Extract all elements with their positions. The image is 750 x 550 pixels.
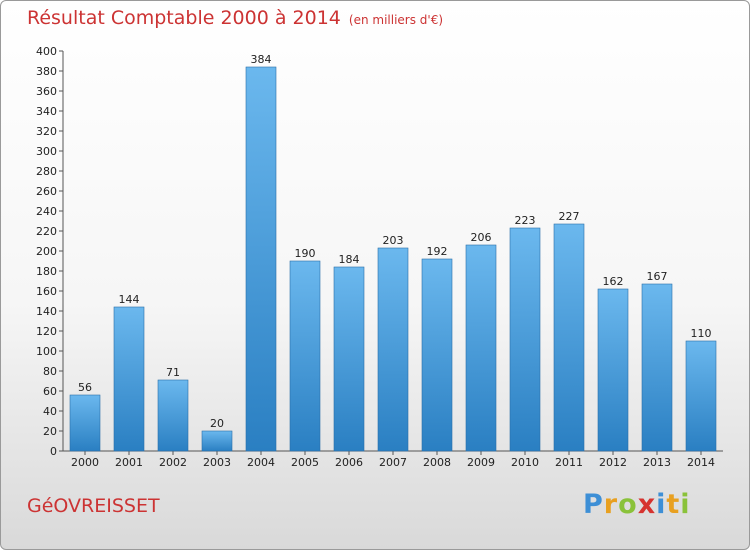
x-tick-label: 2012 [599, 456, 627, 469]
bar-value-label: 144 [119, 293, 140, 306]
x-tick-label: 2001 [115, 456, 143, 469]
bar-value-label: 56 [78, 381, 92, 394]
bar-2012 [597, 288, 629, 452]
logo-letter: x [637, 489, 657, 520]
y-tick-label: 280 [36, 165, 57, 178]
x-tick-label: 2008 [423, 456, 451, 469]
bar-2002 [157, 379, 189, 452]
y-tick-label: 240 [36, 205, 57, 218]
bar-value-label: 223 [515, 214, 536, 227]
bar-2005 [289, 260, 321, 452]
x-tick-label: 2005 [291, 456, 319, 469]
x-tick-label: 2010 [511, 456, 539, 469]
commune-name: GéOVREISSET [27, 495, 160, 517]
bar-2010 [509, 227, 541, 452]
logo-letter: i [656, 489, 667, 520]
bar-2013 [641, 283, 673, 452]
bar-2006 [333, 266, 365, 452]
bar-2003 [201, 430, 233, 452]
y-tick-label: 360 [36, 85, 57, 98]
y-tick-label: 20 [43, 425, 57, 438]
x-tick-label: 2009 [467, 456, 495, 469]
x-tick-label: 2011 [555, 456, 583, 469]
bar-value-label: 227 [559, 210, 580, 223]
bar-value-label: 384 [251, 53, 272, 66]
bar-value-label: 192 [427, 245, 448, 258]
x-tick-label: 2006 [335, 456, 363, 469]
y-tick-label: 80 [43, 365, 57, 378]
bar-2004 [245, 66, 277, 452]
bar-2014 [685, 340, 717, 452]
bar-value-label: 162 [603, 275, 624, 288]
logo-letter: P [583, 489, 604, 520]
y-tick-label: 180 [36, 265, 57, 278]
bar-2009 [465, 244, 497, 452]
chart-unit: (en milliers d'€) [348, 13, 444, 27]
x-tick-label: 2007 [379, 456, 407, 469]
logo-letter: o [618, 489, 638, 520]
y-tick-label: 60 [43, 385, 57, 398]
y-tick-label: 160 [36, 285, 57, 298]
x-tick-label: 2004 [247, 456, 275, 469]
logo-letter: t [666, 489, 681, 520]
bar-2008 [421, 258, 453, 452]
y-tick-label: 260 [36, 185, 57, 198]
logo-letter: r [603, 489, 619, 520]
bar-value-label: 190 [295, 247, 316, 260]
bar-value-label: 167 [647, 270, 668, 283]
y-tick-label: 220 [36, 225, 57, 238]
bar-value-label: 184 [339, 253, 360, 266]
x-tick-label: 2002 [159, 456, 187, 469]
x-tick-label: 2000 [71, 456, 99, 469]
bar-2001 [113, 306, 145, 452]
y-tick-label: 200 [36, 245, 57, 258]
bar-value-label: 71 [166, 366, 180, 379]
y-tick-label: 140 [36, 305, 57, 318]
chart-title: Résultat Comptable 2000 à 2014 (en millie… [27, 7, 443, 29]
x-tick-label: 2013 [643, 456, 671, 469]
y-tick-label: 400 [36, 45, 57, 58]
bar-value-label: 206 [471, 231, 492, 244]
y-tick-label: 0 [50, 445, 57, 458]
bar-value-label: 20 [210, 417, 224, 430]
bar-2000 [69, 394, 101, 452]
bar-2007 [377, 247, 409, 452]
x-tick-label: 2014 [687, 456, 715, 469]
y-tick-label: 380 [36, 65, 57, 78]
bar-value-label: 203 [383, 234, 404, 247]
y-tick-label: 320 [36, 125, 57, 138]
bar-value-label: 110 [691, 327, 712, 340]
proxiti-logo: Proxiti [583, 489, 691, 520]
y-tick-label: 300 [36, 145, 57, 158]
y-tick-label: 340 [36, 105, 57, 118]
y-tick-label: 100 [36, 345, 57, 358]
y-tick-label: 120 [36, 325, 57, 338]
x-tick-label: 2003 [203, 456, 231, 469]
bar-2011 [553, 223, 585, 452]
logo-letter: i [680, 489, 691, 520]
y-tick-label: 40 [43, 405, 57, 418]
chart-title-text: Résultat Comptable 2000 à 2014 [27, 7, 341, 29]
